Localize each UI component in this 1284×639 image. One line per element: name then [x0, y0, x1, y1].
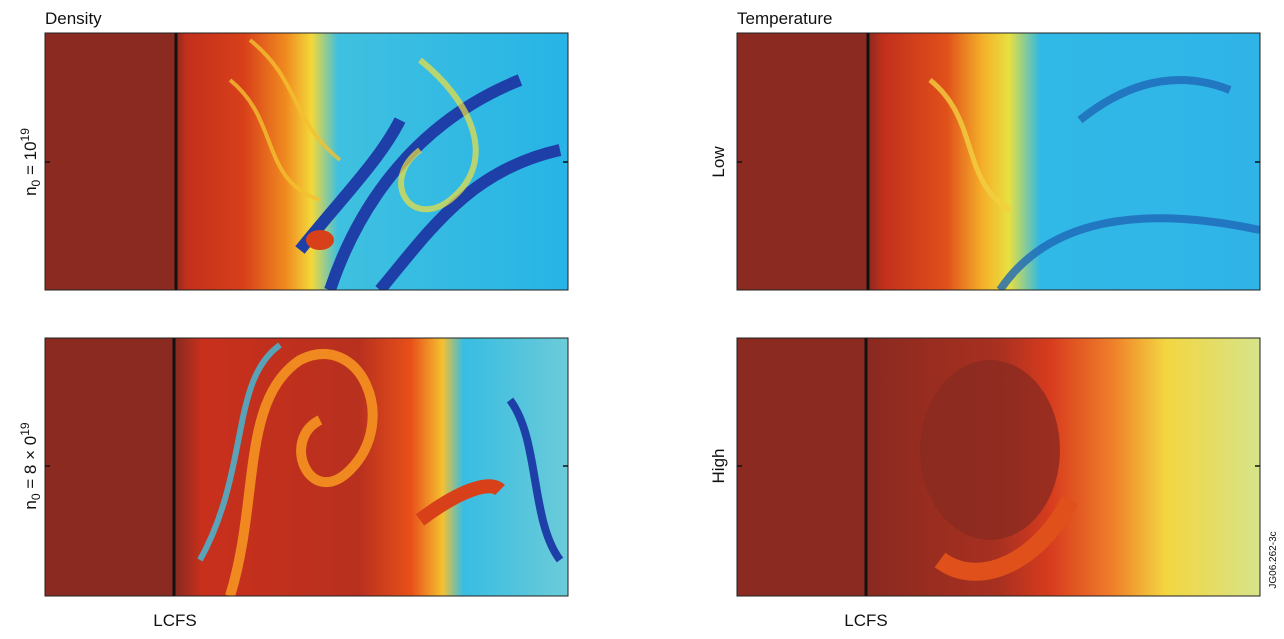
temperature-low-panel	[737, 33, 1260, 290]
row-label-part: = 10	[21, 141, 40, 179]
lcfs-lines	[172, 33, 870, 596]
row-label: High	[709, 449, 728, 484]
row-label-sub: 0	[29, 493, 43, 500]
row-label: n0 = 8 × 019	[18, 422, 43, 510]
density-high-panel	[45, 338, 568, 596]
row-label-part: n	[21, 500, 40, 509]
lcfs-label: LCFS	[844, 611, 887, 630]
row-label-sub: 0	[29, 179, 43, 186]
row-label-part: = 8 × 0	[21, 436, 40, 494]
column-title: Density	[45, 9, 102, 28]
figure-code: JG06.262-3c	[1268, 531, 1279, 588]
row-label-sup: 19	[18, 422, 32, 436]
lcfs-label: LCFS	[153, 611, 196, 630]
row-label: Low	[709, 146, 728, 178]
row-label: n0 = 1019	[18, 128, 43, 196]
temperature-high-panel	[737, 338, 1260, 596]
row-label-part: n	[21, 186, 40, 195]
row-label-sup: 19	[18, 128, 32, 142]
column-title: Temperature	[737, 9, 832, 28]
axis-ticks	[45, 161, 1260, 467]
density-low-panel	[45, 33, 568, 290]
